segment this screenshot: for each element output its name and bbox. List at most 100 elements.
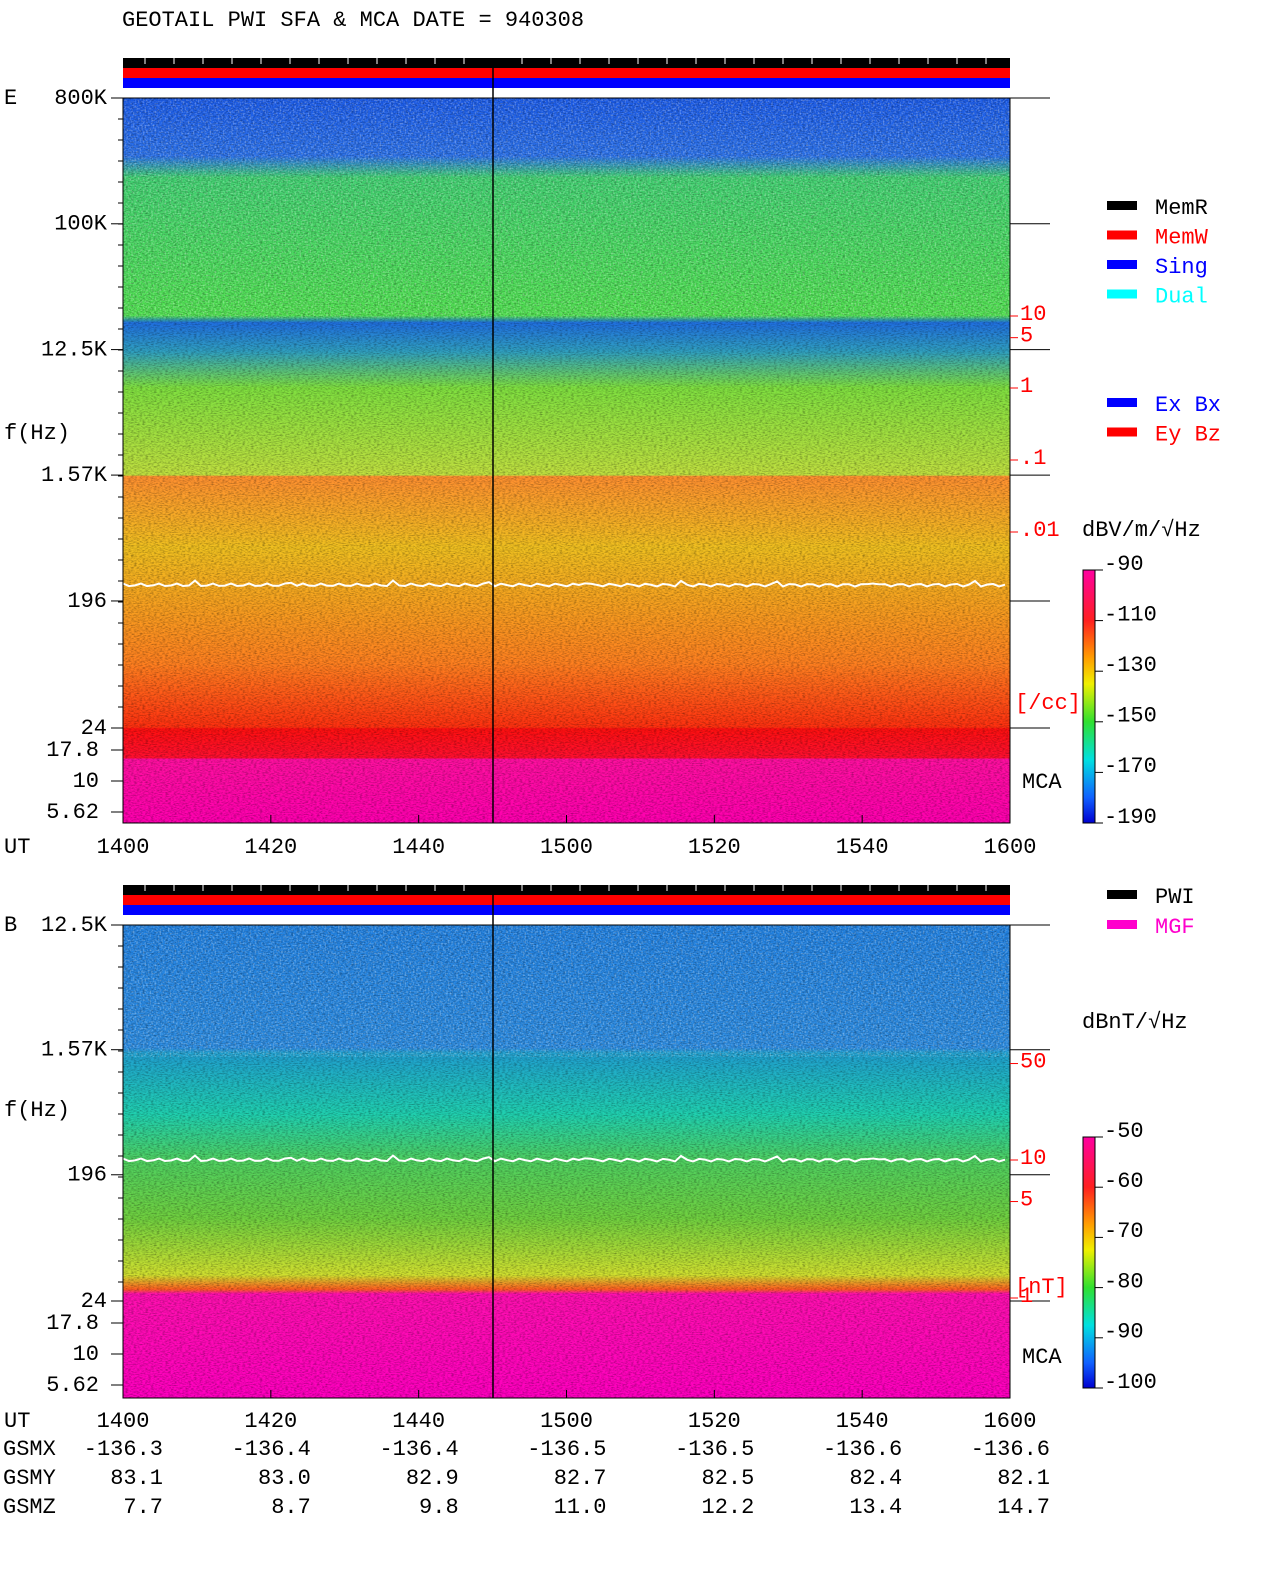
orbit-row-label: GSMZ <box>3 1495 56 1520</box>
x-tick-label: 1500 <box>540 1409 593 1434</box>
orbit-value: 83.1 <box>110 1466 163 1491</box>
electron-cyclotron-line <box>122 579 1006 588</box>
colorbar-tick-label: -100 <box>1104 1370 1157 1395</box>
orbit-value: 9.8 <box>419 1495 459 1520</box>
orbit-value: 12.2 <box>702 1495 755 1520</box>
status-bar <box>123 68 1010 78</box>
orbit-value: 82.9 <box>406 1466 459 1491</box>
density-tick-label: 50 <box>1020 1049 1046 1074</box>
x-tick-label: 1400 <box>97 835 150 860</box>
panel-label: E <box>4 86 17 111</box>
status-bar <box>123 58 1010 68</box>
colorbar-tick-label: -90 <box>1104 552 1144 577</box>
legend-swatch <box>1107 890 1137 899</box>
orbit-value: 82.4 <box>849 1466 902 1491</box>
status-bar <box>123 78 1010 88</box>
mca-tick-label: 10 <box>73 1342 99 1367</box>
orbit-value: 82.7 <box>554 1466 607 1491</box>
x-tick-label: 1520 <box>688 835 741 860</box>
legend-label: PWI <box>1155 885 1195 910</box>
x-tick-label: 1500 <box>540 835 593 860</box>
y-tick-label: 196 <box>67 1163 107 1188</box>
colorbar-tick-label: -150 <box>1104 704 1157 729</box>
orbit-value: -136.3 <box>84 1437 163 1462</box>
density-tick-label: 1 <box>1020 1284 1033 1309</box>
x-tick-label: 1540 <box>836 1409 889 1434</box>
y-tick-label: 12.5K <box>41 913 108 938</box>
legend-label: Dual <box>1155 284 1208 309</box>
x-tick-label: 1440 <box>392 1409 445 1434</box>
panel-label: B <box>4 913 17 938</box>
colorbar <box>1082 569 1096 824</box>
density-tick-label: 5 <box>1020 1187 1033 1212</box>
legend-swatch <box>1107 289 1137 299</box>
legend-swatch <box>1107 920 1137 929</box>
y-tick-label: 196 <box>67 589 107 614</box>
spectrogram-speckle <box>123 98 1010 319</box>
legend-swatch <box>1107 230 1137 240</box>
mca-tick-label: 17.8 <box>46 1311 99 1336</box>
orbit-value: -136.4 <box>232 1437 311 1462</box>
x-tick-label: 1400 <box>97 1409 150 1434</box>
density-tick-label: .1 <box>1020 446 1046 471</box>
legend-swatch <box>1107 201 1137 210</box>
legend-swatch <box>1107 398 1137 407</box>
y-tick-label: 800K <box>54 86 108 111</box>
mca-tick-label: 10 <box>73 769 99 794</box>
mca-tick-label: 17.8 <box>46 738 99 763</box>
legend-label: MGF <box>1155 915 1195 940</box>
colorbar <box>1082 1136 1096 1389</box>
x-tick-label: 1520 <box>688 1409 741 1434</box>
orbit-value: 8.7 <box>271 1495 311 1520</box>
orbit-row-label: GSMX <box>3 1437 56 1462</box>
colorbar-tick-label: -70 <box>1104 1219 1144 1244</box>
colorbar-tick-label: -190 <box>1104 805 1157 830</box>
y-tick-label: 1.57K <box>41 463 108 488</box>
status-bar <box>123 895 1010 905</box>
orbit-value: 82.5 <box>702 1466 755 1491</box>
x-tick-label: 1440 <box>392 835 445 860</box>
density-tick-label: 5 <box>1020 323 1033 348</box>
density-unit: [/cc] <box>1015 691 1081 716</box>
legend-label: Ex Bx <box>1155 393 1221 418</box>
y-axis-label: f(Hz) <box>4 1098 70 1123</box>
status-bar <box>123 885 1010 895</box>
orbit-value: 13.4 <box>849 1495 902 1520</box>
density-tick-label: 1 <box>1020 374 1033 399</box>
orbit-value: -136.6 <box>823 1437 902 1462</box>
mca-tick-label: 5.62 <box>46 800 99 825</box>
colorbar-tick-label: -130 <box>1104 653 1157 678</box>
x-tick-label: 1540 <box>836 835 889 860</box>
colorbar-tick-label: -110 <box>1104 602 1157 627</box>
mca-label: MCA <box>1022 770 1062 795</box>
legend-swatch <box>1107 260 1137 269</box>
y-axis-label: f(Hz) <box>4 421 70 446</box>
colorbar-tick-label: -60 <box>1104 1169 1144 1194</box>
orbit-value: -136.5 <box>675 1437 754 1462</box>
legend-label: MemW <box>1155 225 1209 250</box>
x-tick-label: 1420 <box>244 835 297 860</box>
x-axis-label: UT <box>4 835 30 860</box>
y-tick-label: 12.5K <box>41 337 108 362</box>
colorbar-title: dBnT/√Hz <box>1082 1010 1188 1035</box>
colorbar-tick-label: -50 <box>1104 1119 1144 1144</box>
legend-swatch <box>1107 427 1137 437</box>
orbit-value: 82.1 <box>997 1466 1050 1491</box>
orbit-value: 7.7 <box>123 1495 163 1520</box>
orbit-value: 14.7 <box>997 1495 1050 1520</box>
legend-label: Ey Bz <box>1155 422 1221 447</box>
spectrogram-speckle <box>123 925 1010 1057</box>
orbit-value: -136.6 <box>971 1437 1050 1462</box>
x-tick-label: 1600 <box>984 1409 1037 1434</box>
colorbar-title: dBV/m/√Hz <box>1082 518 1201 543</box>
x-axis-label: UT <box>4 1409 30 1434</box>
orbit-value: 83.0 <box>258 1466 311 1491</box>
orbit-value: -136.5 <box>527 1437 606 1462</box>
orbit-value: 11.0 <box>554 1495 607 1520</box>
mca-label: MCA <box>1022 1345 1062 1370</box>
y-tick-label: 1.57K <box>41 1038 108 1063</box>
colorbar-tick-label: -170 <box>1104 754 1157 779</box>
orbit-value: -136.4 <box>379 1437 458 1462</box>
colorbar-tick-label: -80 <box>1104 1269 1144 1294</box>
